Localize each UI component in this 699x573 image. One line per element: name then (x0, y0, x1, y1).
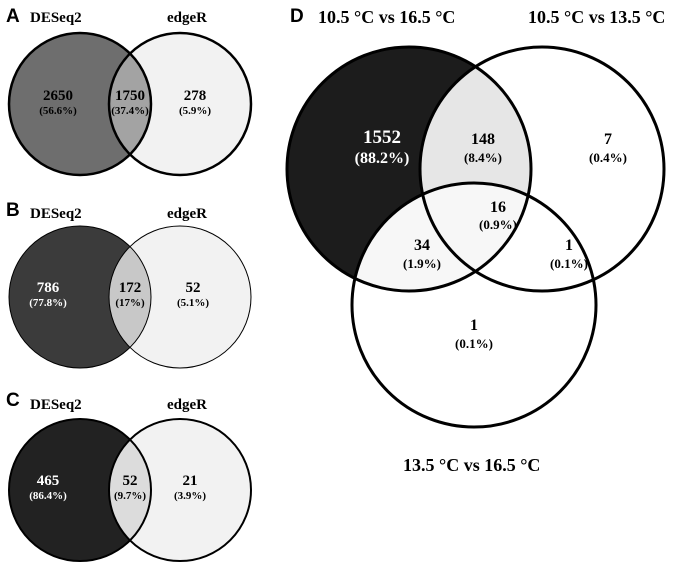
panel-b-left-only-pct: (77.8%) (29, 297, 67, 309)
panel-d-set-a-label: 10.5 °C vs 16.5 °C (318, 7, 455, 27)
panel-a: A DESeq2 edgeR 2650 (56.6%) 1750 (37.4%)… (6, 6, 253, 177)
panel-c-left-only-count: 465 (37, 473, 60, 489)
panel-c-right-only-count: 21 (183, 473, 198, 489)
panel-d-a-only-pct: (88.2%) (355, 150, 410, 167)
panel-d-abc-count: 16 (490, 199, 506, 216)
panel-a-overlap-pct: (37.4%) (111, 105, 149, 117)
panel-d-ac-count: 34 (414, 237, 430, 254)
panel-d-ab-count: 148 (471, 131, 495, 148)
panel-c: C DESeq2 edgeR 465 (86.4%) 52 (9.7%) 21 … (6, 390, 252, 562)
panel-c-right-outline (108, 418, 252, 562)
panel-d-set-c-label: 13.5 °C vs 16.5 °C (403, 455, 540, 475)
panel-d-set-b-label: 10.5 °C vs 13.5 °C (528, 7, 665, 27)
panel-b-right-circle (109, 226, 251, 368)
panel-d-a-only-count: 1552 (363, 127, 401, 148)
panel-d-bc-region (420, 183, 596, 291)
panel-a-overlap-count: 1750 (115, 88, 145, 104)
panel-b-overlap-count: 172 (119, 280, 142, 296)
panel-b-letter: B (6, 200, 20, 221)
panel-b-right-outline (108, 225, 252, 369)
panel-b-left-only-count: 786 (37, 280, 60, 296)
panel-c-overlap-pct: (9.7%) (114, 490, 146, 502)
panel-a-right-outline (107, 31, 253, 177)
panel-c-right-circle (109, 419, 251, 561)
panel-c-left-circle (9, 419, 151, 561)
panel-c-overlap-count: 52 (123, 473, 138, 489)
panel-c-left-set-label: DESeq2 (30, 397, 82, 413)
panel-d-ab-pct: (8.4%) (464, 150, 502, 165)
panel-d-ac-pct: (1.9%) (403, 256, 441, 271)
panel-b-left-circle (9, 226, 151, 368)
panel-a-letter: A (6, 6, 20, 27)
panel-a-right-set-label: edgeR (167, 10, 207, 26)
panel-d-ac-region (352, 183, 531, 291)
panel-d-c-only-count: 1 (470, 317, 478, 334)
panel-d-bc-count: 1 (565, 237, 573, 254)
panel-b-right-only-count: 52 (186, 280, 201, 296)
panel-d-b-only-count: 7 (604, 131, 612, 148)
panel-c-letter: C (6, 390, 20, 411)
panel-a-left-only-pct: (56.6%) (39, 105, 77, 117)
panel-d-set-c-outline (350, 181, 598, 429)
panel-c-left-outline (8, 418, 152, 562)
panel-d-set-a-outline (285, 45, 533, 293)
panel-b-overlap-pct: (17%) (115, 297, 145, 309)
panel-b-left-set-label: DESeq2 (30, 206, 82, 222)
panel-a-left-circle (9, 33, 151, 175)
panel-d-letter: D (290, 6, 304, 27)
panel-d: D 10.5 °C vs 16.5 °C 10.5 °C vs 13.5 °C … (285, 6, 666, 475)
panel-c-right-only-pct: (3.9%) (174, 490, 206, 502)
panel-a-right-circle (109, 33, 251, 175)
panel-b: B DESeq2 edgeR 786 (77.8%) 172 (17%) 52 … (6, 200, 252, 369)
panel-a-right-only-count: 278 (184, 88, 207, 104)
panel-b-right-set-label: edgeR (167, 206, 207, 222)
panel-a-left-set-label: DESeq2 (30, 10, 82, 26)
panel-d-abc-pct: (0.9%) (479, 217, 517, 232)
panel-b-left-outline (8, 225, 152, 369)
panel-a-right-only-pct: (5.9%) (179, 105, 211, 117)
panel-a-left-only-count: 2650 (43, 88, 73, 104)
panel-a-left-outline (7, 31, 153, 177)
panel-c-left-only-pct: (86.4%) (29, 490, 67, 502)
panel-d-bc-pct: (0.1%) (550, 256, 588, 271)
panel-d-b-only-pct: (0.4%) (589, 150, 627, 165)
panel-b-right-only-pct: (5.1%) (177, 297, 209, 309)
panel-d-c-only-pct: (0.1%) (455, 336, 493, 351)
panel-d-set-b-outline (418, 45, 666, 293)
panel-c-right-set-label: edgeR (167, 397, 207, 413)
